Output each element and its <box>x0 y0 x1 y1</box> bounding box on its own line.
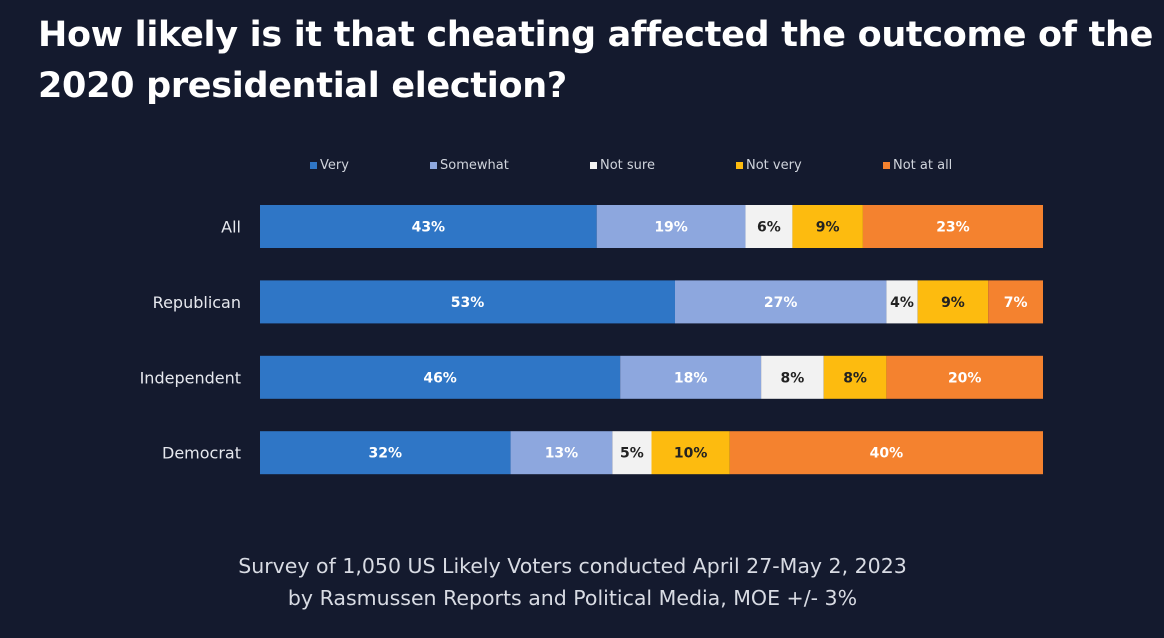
data-label-democrat-somewhat: 13% <box>545 446 579 462</box>
data-label-republican-somewhat: 27% <box>764 295 798 311</box>
bar-segment-all-not-sure <box>745 205 793 248</box>
bar-segment-independent-not-very <box>823 355 887 399</box>
legend-swatch-not-sure <box>590 162 597 169</box>
bar-row-republican: 53% 27% 4% 9% 7% <box>260 280 1043 324</box>
legend-label-not-at-all: Not at all <box>893 158 952 173</box>
data-label-all-not-very: 9% <box>816 220 840 236</box>
footnote-line-1: Survey of 1,050 US Likely Voters conduct… <box>238 554 907 578</box>
data-label-democrat-not-at-all: 40% <box>870 446 904 462</box>
data-label-independent-not-sure: 8% <box>781 370 805 386</box>
data-label-republican-not-at-all: 7% <box>1004 295 1028 311</box>
bar-segment-republican-somewhat <box>674 280 887 324</box>
data-label-independent-not-very: 8% <box>843 370 867 386</box>
legend-label-not-sure: Not sure <box>600 158 655 173</box>
category-label-all: All <box>221 218 241 237</box>
bar-segment-democrat-somewhat <box>510 431 613 475</box>
bar-segment-all-not-very <box>792 205 863 248</box>
legend-item-somewhat: Somewhat <box>430 158 509 173</box>
category-label-republican: Republican <box>153 293 241 312</box>
data-label-independent-somewhat: 18% <box>674 370 708 386</box>
data-label-republican-not-very: 9% <box>941 295 965 311</box>
bar-segment-independent-not-at-all <box>886 355 1043 399</box>
bar-segment-republican-very <box>260 280 675 324</box>
data-label-democrat-not-sure: 5% <box>620 446 644 462</box>
legend-label-not-very: Not very <box>746 158 802 173</box>
category-label-independent: Independent <box>140 368 241 387</box>
chart-title: How likely is it that cheating affected … <box>38 15 1154 106</box>
data-label-all-somewhat: 19% <box>654 220 688 236</box>
bar-segment-independent-somewhat <box>620 355 762 399</box>
bar-row-independent: 46% 18% 8% 8% 20% <box>260 355 1043 399</box>
data-label-all-not-at-all: 23% <box>936 220 970 236</box>
bar-segment-republican-not-very <box>917 280 989 324</box>
data-label-republican-not-sure: 4% <box>890 295 914 311</box>
legend-item-not-at-all: Not at all <box>883 158 952 173</box>
data-label-independent-very: 46% <box>423 370 457 386</box>
bar-segment-democrat-not-very <box>651 431 730 475</box>
data-label-all-not-sure: 6% <box>757 220 781 236</box>
footnote-line-2: by Rasmussen Reports and Political Media… <box>287 586 858 610</box>
footnote: Survey of 1,050 US Likely Voters conduct… <box>0 550 1145 614</box>
legend-swatch-very <box>310 162 317 169</box>
bar-segment-independent-not-sure <box>761 355 824 399</box>
legend-item-not-sure: Not sure <box>590 158 655 173</box>
bar-segment-all-not-at-all <box>862 205 1043 248</box>
bars: 43% 19% 6% 9% 23% 53% 27% 4% 9% 7% 46% 18% 8% 8% 20% 32… <box>260 205 1043 475</box>
legend-swatch-not-at-all <box>883 162 890 169</box>
bar-segment-all-somewhat <box>596 205 746 248</box>
bar-segment-democrat-not-sure <box>612 431 652 475</box>
legend-item-not-very: Not very <box>736 158 802 173</box>
bar-segment-republican-not-at-all <box>988 280 1043 324</box>
bar-segment-all-very <box>260 205 597 248</box>
legend-label-somewhat: Somewhat <box>440 158 509 173</box>
category-labels: All Republican Independent Democrat <box>140 218 241 463</box>
bar-segment-independent-very <box>260 355 621 399</box>
data-label-democrat-not-very: 10% <box>674 446 708 462</box>
data-label-democrat-very: 32% <box>369 446 403 462</box>
data-label-republican-very: 53% <box>451 295 485 311</box>
legend-label-very: Very <box>320 158 349 173</box>
category-label-democrat: Democrat <box>162 444 241 463</box>
bar-segment-democrat-very <box>260 431 511 475</box>
legend: Very Somewhat Not sure Not very Not at all <box>310 158 952 173</box>
data-label-all-very: 43% <box>412 220 446 236</box>
bar-row-all: 43% 19% 6% 9% 23% <box>260 205 1043 248</box>
bar-row-democrat: 32% 13% 5% 10% 40% <box>260 431 1043 475</box>
data-label-independent-not-at-all: 20% <box>948 370 982 386</box>
legend-item-very: Very <box>310 158 349 173</box>
legend-swatch-somewhat <box>430 162 437 169</box>
bar-segment-democrat-not-at-all <box>729 431 1043 475</box>
bar-segment-republican-not-sure <box>886 280 918 324</box>
legend-swatch-not-very <box>736 162 743 169</box>
